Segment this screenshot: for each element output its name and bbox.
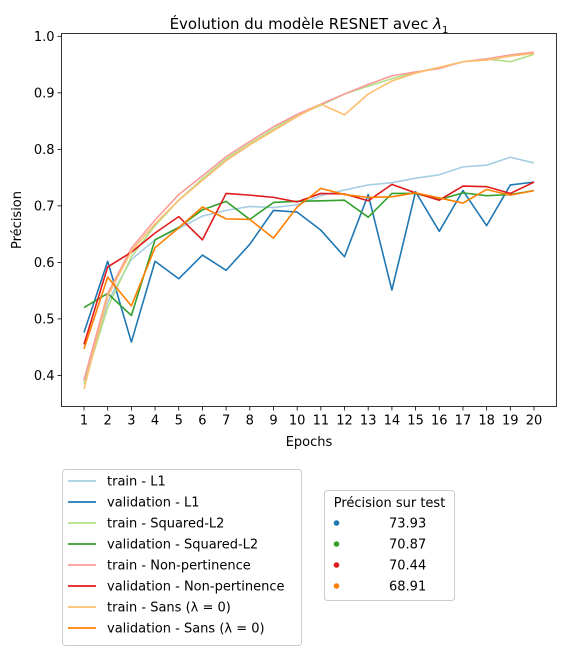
x-tick-label: 5 [175,414,183,429]
x-tick-label: 3 [127,414,135,429]
series-line [83,187,535,350]
legend-label: validation - Non-pertinence [107,580,285,595]
test-legend-value: 70.87 [389,538,426,553]
series-legend-frame [62,469,302,646]
legend-label: validation - Squared-L2 [107,538,258,553]
x-tick-label: 6 [198,414,206,429]
test-legend-marker [333,583,340,589]
x-axis-label: Epochs [286,435,333,450]
plot-frame [61,33,557,407]
chart-title-main: Évolution du modèle RESNET avec [170,14,434,33]
series-line [83,181,535,345]
test-legend-frame [324,490,455,601]
x-tick-label: 14 [384,414,401,429]
test-legend-value: 68.91 [389,580,426,595]
y-tick-label: 0.5 [34,312,55,327]
y-tick-label: 1.0 [34,30,55,45]
test-legend: Précision sur test 73.93 70.87 70.44 68.91 [324,490,455,601]
y-tick-label: 0.6 [34,256,55,271]
chart-title-lambda: λ [432,15,442,33]
x-tick-label: 1 [80,414,88,429]
legend-label: train - Sans (λ = 0) [107,601,231,616]
legend-label: validation - L1 [107,496,199,511]
x-tick-label: 18 [478,414,495,429]
x-tick-label: 19 [502,414,519,429]
test-legend-items: 73.93 70.87 70.44 68.91 [333,517,426,595]
series-lines [83,51,535,390]
x-tick-label: 20 [526,414,543,429]
series-line [83,181,535,343]
series-legend: train - L1 validation - L1 train - Squared… [62,469,302,646]
series-line [83,189,535,317]
legend-label: train - Squared-L2 [107,517,224,532]
series-line [83,156,535,382]
x-tick-label: 13 [360,414,377,429]
legend-label: train - L1 [107,475,166,490]
series-legend-items: train - L1 validation - L1 train - Squared… [68,475,285,637]
x-tick-label: 10 [289,414,306,429]
series-line [83,51,535,381]
x-tick-label: 12 [336,414,353,429]
y-tick-label: 0.7 [34,199,55,214]
test-legend-marker [333,541,340,547]
y-axis: 0.4 0.5 0.6 0.7 0.8 0.9 1.0 [34,30,62,384]
series-line [83,53,535,385]
chart-title: Évolution du modèle RESNET avec λ1 [170,14,449,36]
x-tick-label: 11 [313,414,330,429]
x-tick-label: 4 [151,414,159,429]
x-tick-label: 9 [269,414,277,429]
legend-label: validation - Sans (λ = 0) [107,622,265,637]
x-tick-label: 15 [407,414,424,429]
y-tick-label: 0.4 [34,369,55,384]
y-tick-label: 0.8 [34,143,55,158]
x-tick-label: 2 [104,414,112,429]
x-tick-label: 16 [431,414,448,429]
test-legend-title: Précision sur test [334,496,446,511]
legend-label: train - Non-pertinence [107,559,251,574]
x-tick-label: 7 [222,414,230,429]
test-legend-value: 73.93 [389,517,426,532]
test-legend-marker [333,520,340,526]
chart-title-subscript: 1 [442,25,448,36]
test-legend-value: 70.44 [389,559,426,574]
series-line [83,52,535,390]
y-axis-label: Précision [10,191,25,249]
x-axis: 1 2 3 4 5 6 7 8 9 10 11 12 13 14 15 16 17 18 19 20 [80,406,543,429]
test-legend-marker [333,562,340,568]
x-tick-label: 8 [246,414,254,429]
x-tick-label: 17 [455,414,472,429]
y-tick-label: 0.9 [34,86,55,101]
